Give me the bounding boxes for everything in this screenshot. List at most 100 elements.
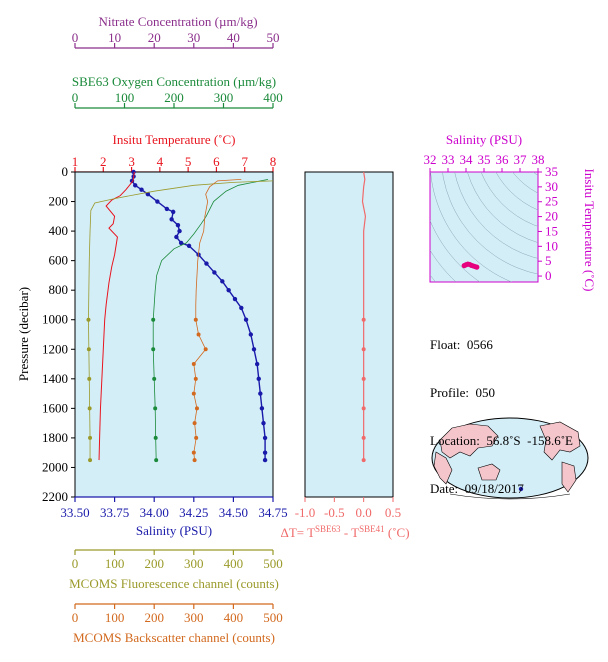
salinity-axis-tick-label: 33.50: [60, 505, 89, 520]
temperature-axis-tick-label: 4: [157, 154, 164, 169]
sbe63-oxygen-concentration-m-kg-point: [151, 317, 156, 322]
salinity-psu-point: [243, 317, 249, 322]
salinity-psu-point: [212, 270, 217, 275]
mcoms-backscatter-channel-counts-point: [192, 421, 197, 426]
main-plot-area: [74, 171, 274, 498]
oxygen-axis-tick-label: 400: [263, 90, 283, 105]
nitrate-axis-tick-label: 20: [148, 30, 161, 45]
salinity-psu-point: [155, 199, 160, 204]
mcoms-fluorescence-channel-counts-line: [88, 180, 274, 461]
temperature-axis-tick-label: 7: [241, 154, 248, 169]
temperature-axis-label: Insitu Temperature (˚C): [112, 132, 235, 147]
world-map: [431, 417, 589, 500]
pressure-tick-label: 1200: [42, 341, 68, 356]
fluorescence-axis-tick-label: 400: [224, 556, 244, 571]
temperature-axis-tick-label: 5: [185, 154, 192, 169]
ts-density-contour: [467, 172, 538, 243]
fluorescence-axis-tick-label: 300: [184, 556, 204, 571]
salinity-psu-point: [132, 183, 138, 188]
ts-salinity-axis: 32 33 34 35 36 37 38: [424, 152, 545, 172]
backscatter-axis-tick-label: 500: [263, 610, 283, 625]
ts-density-contour: [454, 172, 538, 259]
mcoms-backscatter-channel-counts-point: [194, 406, 199, 411]
delta-t-line: [361, 171, 367, 461]
pressure-tick-label: 800: [49, 282, 69, 297]
oxygen-axis-tick-label: 100: [115, 90, 135, 105]
pressure-axis-label: Pressure (decibar): [16, 287, 31, 381]
map-land-north-america: [539, 421, 581, 461]
ts-point: [474, 264, 480, 270]
salinity-psu-point: [259, 406, 265, 411]
delta-t-point: [361, 458, 366, 463]
temperature-axis-tick-label: 1: [72, 154, 79, 169]
salinity-psu-point: [262, 435, 268, 441]
pressure-tick-label: 1400: [42, 371, 68, 386]
ts-salinity-tick-label: 38: [532, 152, 545, 167]
salinity-psu-point: [239, 305, 244, 311]
ts-temperature-tick-label: 15: [545, 223, 558, 238]
profile-date: Date: 09/18/2017: [430, 481, 524, 496]
delta-t-tick-label: 0.0: [356, 505, 372, 520]
salinity-psu-point: [256, 376, 261, 382]
delta-t-point: [361, 435, 366, 440]
mcoms-fluorescence-channel-counts-point: [88, 435, 93, 440]
backscatter-axis-tick-label: 0: [72, 610, 79, 625]
ts-salinity-tick-label: 34: [460, 152, 474, 167]
salinity-psu-point: [145, 191, 151, 197]
salinity-psu-point: [251, 347, 257, 352]
delta-t-series-group: [361, 171, 367, 463]
salinity-psu-point: [248, 332, 254, 337]
fluorescence-axis-tick-label: 200: [144, 556, 164, 571]
ts-salinity-tick-label: 33: [442, 152, 455, 167]
float-location-marker: [518, 486, 524, 492]
oxygen-axis-label: SBE63 Oxygen Concentration (µm/kg): [72, 74, 276, 89]
sbe63-oxygen-concentration-m-kg-point: [152, 376, 157, 381]
backscatter-axis-label: MCOMS Backscatter channel (counts): [73, 630, 275, 645]
salinity-psu-point: [175, 222, 181, 228]
mcoms-fluorescence-channel-counts-point: [87, 376, 92, 381]
ts-temperature-tick-label: 20: [545, 209, 558, 224]
pressure-tick-label: 0: [62, 164, 69, 179]
delta-t-label-end: (˚C): [385, 525, 410, 540]
backscatter-axis-tick-label: 200: [144, 610, 164, 625]
salinity-psu-point: [169, 217, 174, 222]
mcoms-fluorescence-channel-counts-point: [88, 458, 93, 463]
temperature-axis-tick-label: 2: [100, 154, 107, 169]
mcoms-fluorescence-channel-counts-point: [86, 347, 91, 352]
fluorescence-axis: 0 100 200 300 400 500: [72, 549, 283, 571]
temperature-axis-tick-label: 3: [128, 154, 135, 169]
pressure-axis: 0 200 400 600 800 1000 1200 1400 1600 1800 2000 220…: [42, 164, 75, 504]
delta-t-tick-label: -0.5: [324, 505, 345, 520]
mcoms-backscatter-channel-counts-point: [191, 362, 196, 367]
sbe63-oxygen-concentration-m-kg-point: [151, 347, 156, 352]
salinity-psu-point: [177, 228, 182, 234]
fluorescence-axis-tick-label: 0: [72, 556, 79, 571]
float-location: Location: 56.8˚S -158.6˚E: [430, 433, 573, 448]
salinity-psu-point: [258, 391, 263, 396]
insitu-temperature-c-line: [98, 171, 135, 461]
mcoms-backscatter-channel-counts-point: [193, 376, 198, 381]
delta-t-axis: -1.0 -0.5 0.0 0.5: [295, 497, 401, 520]
mcoms-fluorescence-channel-counts-point: [87, 406, 92, 411]
ts-temperature-axis-label: Insitu Temperature (˚C): [582, 168, 597, 291]
delta-t-label-mid: - T: [341, 525, 360, 540]
ts-density-contour: [518, 112, 578, 172]
salinity-psu-point: [139, 187, 144, 192]
salinity-psu-point: [131, 169, 136, 175]
mcoms-backscatter-channel-counts-point: [191, 450, 196, 455]
float-info-block: Float: 0566 Profile: 050 Location: 56.8˚…: [430, 305, 573, 513]
pressure-tick-label: 2000: [42, 459, 68, 474]
salinity-psu-point: [232, 296, 238, 302]
mcoms-backscatter-channel-counts-point: [192, 458, 197, 463]
backscatter-axis-tick-label: 300: [184, 610, 204, 625]
temperature-axis-tick-label: 6: [213, 154, 220, 169]
nitrate-axis-label: Nitrate Concentration (µm/kg): [98, 14, 257, 29]
ts-density-contour: [442, 172, 538, 275]
nitrate-axis-tick-label: 40: [227, 30, 240, 45]
salinity-axis-tick-label: 34.75: [258, 505, 287, 520]
delta-t-tick-label: 0.5: [385, 505, 401, 520]
salinity-axis-tick-label: 34.25: [179, 505, 208, 520]
pressure-tick-label: 1800: [42, 430, 68, 445]
pressure-tick-label: 200: [49, 194, 69, 209]
